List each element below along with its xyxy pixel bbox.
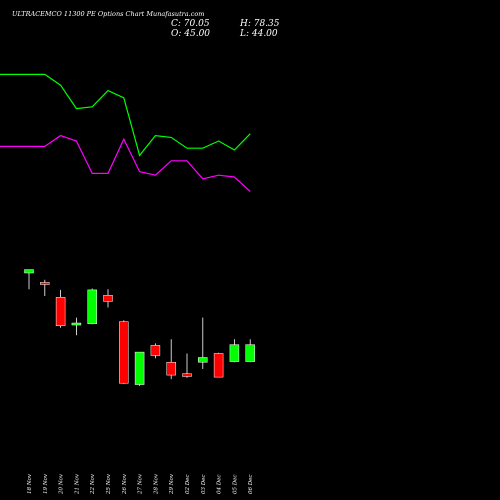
x-tick-label: 22 Nov — [90, 473, 96, 495]
candle — [229, 339, 240, 363]
candle — [166, 339, 176, 380]
candle-body — [55, 297, 66, 326]
x-tick-label: 25 Nov — [106, 473, 112, 495]
x-tick-label: 28 Nov — [153, 473, 159, 495]
candle-body — [119, 321, 129, 384]
candle — [24, 269, 34, 290]
x-tick-label: 26 Nov — [122, 473, 128, 495]
candle-body — [87, 289, 97, 324]
x-tick-label: 03 Dec — [201, 475, 207, 495]
open-value: O: 45.00 — [171, 29, 210, 39]
candle — [40, 279, 50, 296]
indicator-lines — [0, 73, 251, 192]
candle — [245, 339, 255, 363]
candle-body — [213, 353, 224, 378]
candle-body — [198, 357, 208, 363]
x-tick-label: 19 Nov — [43, 473, 49, 494]
high-value: H: 78.35 — [239, 19, 280, 29]
candle-body — [229, 344, 240, 362]
x-tick-label: 20 Nov — [59, 473, 65, 495]
candles — [24, 269, 255, 386]
x-tick-label: 27 Nov — [138, 473, 144, 495]
x-tick-label: 02 Dec — [185, 475, 191, 495]
candle-body — [150, 345, 161, 356]
candle — [71, 317, 82, 336]
candle — [103, 289, 113, 308]
candle-body — [71, 322, 82, 326]
low-value: L: 44.00 — [239, 29, 278, 39]
x-tick-label: 29 Nov — [169, 473, 175, 495]
candle-body — [103, 295, 113, 302]
x-axis-labels: 18 Nov 19 Nov 20 Nov 21 Nov 22 Nov 25 Nov 26 N… — [27, 473, 254, 495]
indicator-line-1 — [0, 73, 251, 157]
candle — [198, 317, 208, 370]
chart-title: ULTRACEMCO 11300 PE Options Chart Munafa… — [12, 10, 204, 18]
candle — [55, 289, 66, 328]
candle — [150, 343, 161, 359]
candle — [87, 288, 97, 325]
x-tick-label: 06 Dec — [248, 475, 254, 495]
x-tick-label: 04 Dec — [217, 475, 223, 495]
candle — [182, 353, 192, 378]
candle-body — [134, 351, 145, 385]
candle-body — [166, 361, 176, 376]
candle-body — [245, 344, 255, 362]
candle — [213, 352, 224, 378]
x-tick-label: 21 Nov — [74, 473, 80, 495]
indicator-line-2 — [0, 134, 251, 192]
candle-body — [182, 373, 192, 377]
candle — [134, 351, 145, 386]
candle — [119, 320, 129, 384]
close-value: C: 70.05 — [171, 19, 210, 29]
x-tick-label: 05 Dec — [232, 475, 238, 495]
x-tick-label: 18 Nov — [27, 473, 33, 494]
candle-body — [24, 269, 34, 274]
candle-body — [40, 282, 50, 285]
